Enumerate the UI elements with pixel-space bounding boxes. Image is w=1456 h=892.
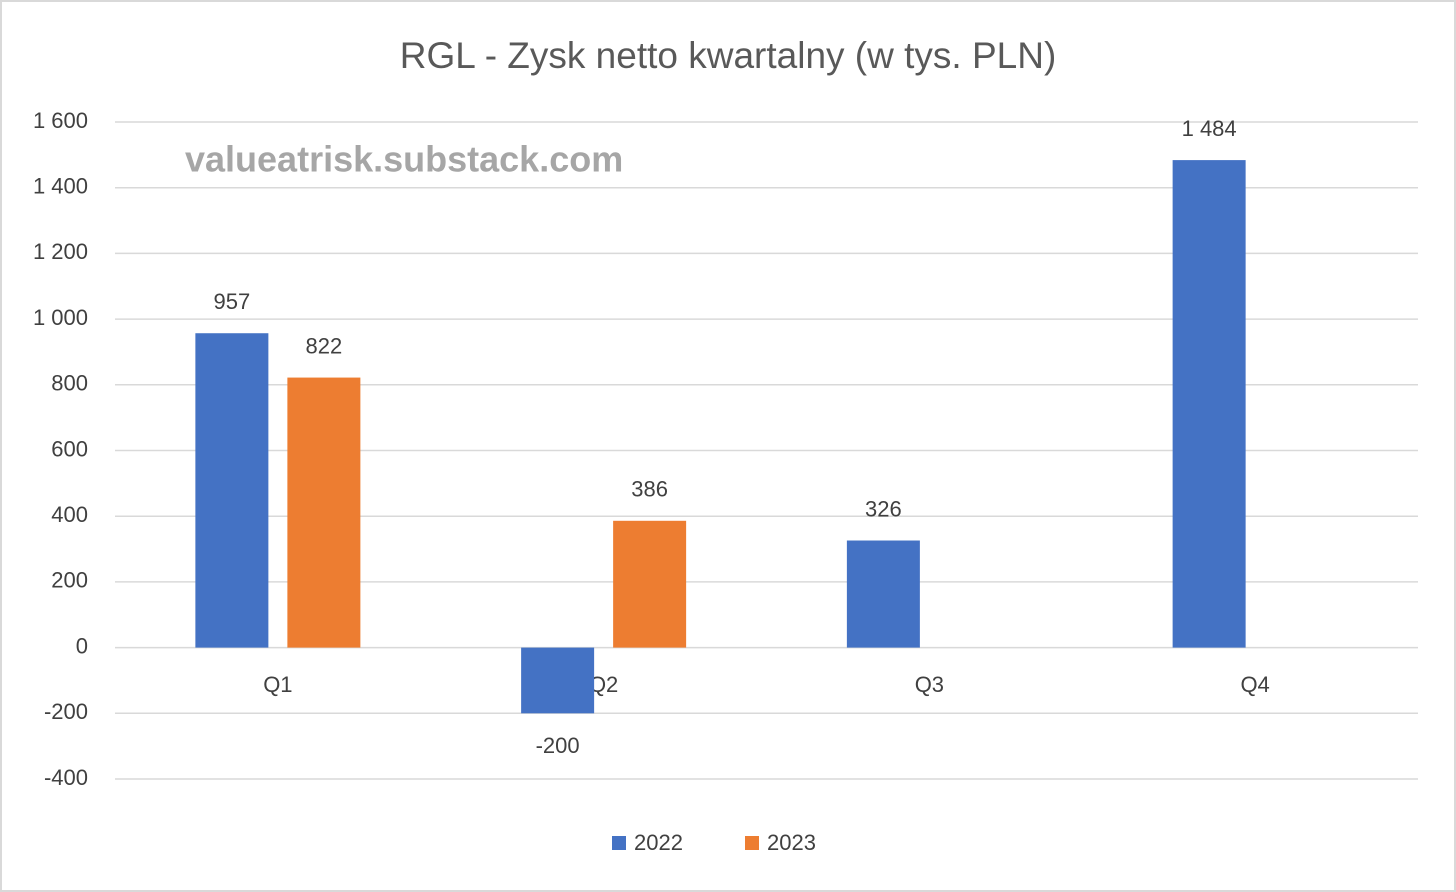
data-label: 326: [865, 496, 902, 521]
watermark: valueatrisk.substack.com: [185, 139, 623, 180]
y-tick-label: 0: [76, 633, 88, 658]
data-label: 822: [306, 333, 343, 358]
bar: [846, 540, 920, 648]
bar: [521, 647, 595, 714]
y-tick-label: -400: [44, 765, 88, 790]
data-label: 386: [631, 477, 668, 502]
x-tick-label: Q3: [915, 672, 944, 697]
y-tick-label: 800: [51, 371, 88, 396]
data-label: 1 484: [1182, 116, 1237, 141]
data-label: -200: [536, 733, 580, 758]
y-tick-label: 1 200: [33, 239, 88, 264]
bar: [287, 377, 361, 648]
bar: [613, 520, 687, 648]
y-tick-label: 1 600: [33, 108, 88, 133]
bar: [1172, 160, 1246, 648]
legend-label: 2023: [767, 830, 816, 855]
legend-swatch: [612, 836, 626, 850]
y-tick-label: 200: [51, 568, 88, 593]
x-tick-label: Q4: [1240, 672, 1269, 697]
x-tick-label: Q1: [263, 672, 292, 697]
y-tick-label: 400: [51, 502, 88, 527]
legend-label: 2022: [634, 830, 683, 855]
chart-title: RGL - Zysk netto kwartalny (w tys. PLN): [400, 35, 1057, 76]
y-tick-label: 1 400: [33, 174, 88, 199]
y-tick-label: 600: [51, 436, 88, 461]
y-tick-label: -200: [44, 699, 88, 724]
y-tick-label: 1 000: [33, 305, 88, 330]
legend-swatch: [745, 836, 759, 850]
data-label: 957: [214, 289, 251, 314]
bar: [195, 333, 269, 648]
